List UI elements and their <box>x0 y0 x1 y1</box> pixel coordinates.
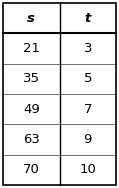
Text: 49: 49 <box>23 103 40 116</box>
Text: 63: 63 <box>23 133 40 146</box>
Text: 70: 70 <box>23 163 40 176</box>
Text: 10: 10 <box>79 163 96 176</box>
Text: 7: 7 <box>84 103 92 116</box>
Text: 35: 35 <box>23 72 40 85</box>
Text: 3: 3 <box>84 42 92 55</box>
Text: 5: 5 <box>84 72 92 85</box>
Text: 9: 9 <box>84 133 92 146</box>
Text: 21: 21 <box>23 42 40 55</box>
Text: t: t <box>85 12 91 25</box>
Text: s: s <box>27 12 35 25</box>
